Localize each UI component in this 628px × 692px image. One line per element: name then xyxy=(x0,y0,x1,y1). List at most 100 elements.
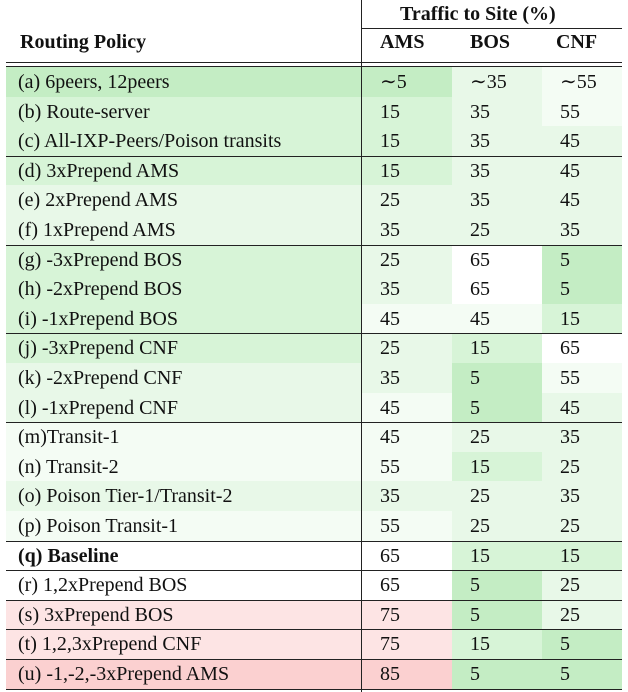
ams-cell: 25 xyxy=(362,185,452,215)
group-separator xyxy=(6,245,622,246)
ams-cell: ∼5 xyxy=(362,67,452,97)
group-separator xyxy=(6,156,622,157)
ams-cell: 35 xyxy=(362,363,452,393)
ams-cell: 35 xyxy=(362,215,452,245)
policy-cell: (n) Transit-2 xyxy=(6,452,362,482)
policy-cell: (b) Route-server xyxy=(6,97,362,127)
bos-cell: 5 xyxy=(452,363,542,393)
bos-cell: 35 xyxy=(452,185,542,215)
cnf-cell: 15 xyxy=(542,541,622,571)
bos-cell: 25 xyxy=(452,511,542,541)
table-row: (q) Baseline 65 15 15 xyxy=(6,541,622,571)
cnf-cell: 45 xyxy=(542,393,622,423)
group-separator xyxy=(6,570,622,571)
table-row: (t) 1,2,3xPrepend CNF 75 15 5 xyxy=(6,629,622,659)
ams-cell: 45 xyxy=(362,304,452,334)
cnf-cell: 45 xyxy=(542,185,622,215)
bos-cell: 5 xyxy=(452,659,542,689)
ams-cell: 45 xyxy=(362,422,452,452)
table-row: (k) -2xPrepend CNF 35 5 55 xyxy=(6,363,622,393)
group-separator xyxy=(6,629,622,630)
bos-cell: 25 xyxy=(452,481,542,511)
ams-cell: 25 xyxy=(362,333,452,363)
ams-cell: 15 xyxy=(362,126,452,156)
ams-cell: 35 xyxy=(362,481,452,511)
ams-cell: 35 xyxy=(362,274,452,304)
table-row: (h) -2xPrepend BOS 35 65 5 xyxy=(6,274,622,304)
cnf-cell: 55 xyxy=(542,363,622,393)
ams-cell: 15 xyxy=(362,97,452,127)
cnf-cell: 25 xyxy=(542,452,622,482)
policy-cell: (i) -1xPrepend BOS xyxy=(6,304,362,334)
bos-cell: 35 xyxy=(452,156,542,186)
table-row: (m)Transit-1 45 25 35 xyxy=(6,422,622,452)
table-row: (f) 1xPrepend AMS 35 25 35 xyxy=(6,215,622,245)
bos-cell: 65 xyxy=(452,274,542,304)
table-row: (r) 1,2xPrepend BOS 65 5 25 xyxy=(6,570,622,600)
group-separator xyxy=(6,659,622,660)
group-header: Traffic to Site (%) xyxy=(400,3,556,25)
ams-cell: 85 xyxy=(362,659,452,689)
ams-cell: 75 xyxy=(362,600,452,630)
cnf-cell: ∼55 xyxy=(542,67,622,97)
group-separator xyxy=(6,422,622,423)
cnf-cell: 35 xyxy=(542,481,622,511)
bos-cell: 25 xyxy=(452,215,542,245)
ams-cell: 65 xyxy=(362,570,452,600)
cnf-cell: 25 xyxy=(542,570,622,600)
bottom-rule xyxy=(6,689,622,690)
bos-cell: 25 xyxy=(452,422,542,452)
ams-cell: 75 xyxy=(362,629,452,659)
column-divider xyxy=(361,0,362,692)
cnf-cell: 45 xyxy=(542,126,622,156)
table-row: (e) 2xPrepend AMS 25 35 45 xyxy=(6,185,622,215)
group-separator xyxy=(6,541,622,542)
group-header-rule xyxy=(362,28,622,29)
table-row: (u) -1,-2,-3xPrepend AMS 85 5 5 xyxy=(6,659,622,689)
bos-column-header: BOS xyxy=(470,31,511,53)
ams-cell: 25 xyxy=(362,245,452,275)
policy-cell: (l) -1xPrepend CNF xyxy=(6,393,362,423)
policy-cell: (a) 6peers, 12peers xyxy=(6,67,362,97)
cnf-cell: 35 xyxy=(542,422,622,452)
cnf-cell: 5 xyxy=(542,245,622,275)
cnf-column-header: CNF xyxy=(556,31,598,53)
policy-cell: (c) All-IXP-Peers/Poison transits xyxy=(6,126,362,156)
bos-cell: 35 xyxy=(452,126,542,156)
policy-cell: (e) 2xPrepend AMS xyxy=(6,185,362,215)
bos-cell: 15 xyxy=(452,333,542,363)
bos-cell: 65 xyxy=(452,245,542,275)
bos-cell: 5 xyxy=(452,600,542,630)
table-row: (p) Poison Transit-1 55 25 25 xyxy=(6,511,622,541)
bos-cell: 15 xyxy=(452,541,542,571)
policy-cell: (j) -3xPrepend CNF xyxy=(6,333,362,363)
group-separator xyxy=(6,600,622,601)
policy-cell: (s) 3xPrepend BOS xyxy=(6,600,362,630)
ams-cell: 15 xyxy=(362,156,452,186)
table-row: (o) Poison Tier-1/Transit-2 35 25 35 xyxy=(6,481,622,511)
table-row: (j) -3xPrepend CNF 25 15 65 xyxy=(6,333,622,363)
policy-cell: (q) Baseline xyxy=(6,541,362,571)
ams-cell: 55 xyxy=(362,511,452,541)
bos-cell: 5 xyxy=(452,570,542,600)
header-rule-second xyxy=(6,66,622,67)
policy-cell: (m)Transit-1 xyxy=(6,422,362,452)
policy-cell: (t) 1,2,3xPrepend CNF xyxy=(6,629,362,659)
table-row: (c) All-IXP-Peers/Poison transits 15 35 45 xyxy=(6,126,622,156)
cnf-cell: 5 xyxy=(542,659,622,689)
bos-cell: 45 xyxy=(452,304,542,334)
cnf-cell: 65 xyxy=(542,333,622,363)
policy-cell: (k) -2xPrepend CNF xyxy=(6,363,362,393)
ams-cell: 45 xyxy=(362,393,452,423)
table-row: (n) Transit-2 55 15 25 xyxy=(6,452,622,482)
cnf-cell: 5 xyxy=(542,274,622,304)
policy-column-header: Routing Policy xyxy=(20,31,147,53)
bos-cell: 15 xyxy=(452,629,542,659)
policy-cell: (o) Poison Tier-1/Transit-2 xyxy=(6,481,362,511)
policy-cell: (d) 3xPrepend AMS xyxy=(6,156,362,186)
policy-cell: (p) Poison Transit-1 xyxy=(6,511,362,541)
group-separator xyxy=(6,333,622,334)
cnf-cell: 5 xyxy=(542,629,622,659)
cnf-cell: 35 xyxy=(542,215,622,245)
table-row: (l) -1xPrepend CNF 45 5 45 xyxy=(6,393,622,423)
